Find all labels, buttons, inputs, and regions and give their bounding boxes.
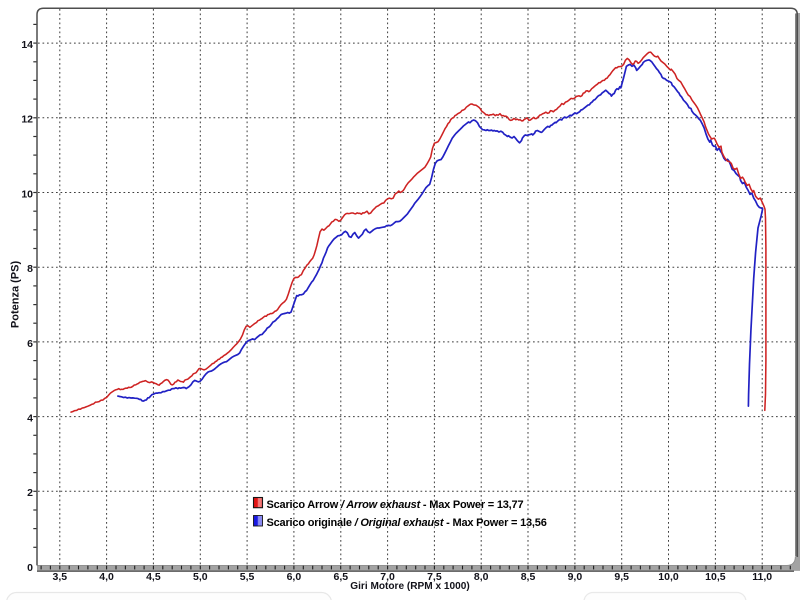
svg-text:6,5: 6,5 [333,571,348,583]
svg-text:10: 10 [21,188,33,200]
svg-text:8,5: 8,5 [521,571,536,583]
svg-text:Scarico originale / Original e: Scarico originale / Original exhaust - M… [267,517,547,529]
svg-text:4: 4 [27,413,33,425]
svg-text:6,0: 6,0 [287,571,302,583]
svg-text:10,0: 10,0 [658,571,679,583]
svg-text:12: 12 [21,114,33,126]
svg-text:5,0: 5,0 [193,571,208,583]
svg-text:10,5: 10,5 [705,571,726,583]
svg-text:7,0: 7,0 [380,571,395,583]
svg-text:4,5: 4,5 [146,571,161,583]
svg-text:Potenza (PS): Potenza (PS) [9,261,21,329]
svg-text:4,0: 4,0 [99,571,114,583]
svg-text:8,0: 8,0 [474,571,489,583]
svg-text:0: 0 [27,562,33,574]
svg-text:14: 14 [21,39,33,51]
svg-text:7,5: 7,5 [427,571,442,583]
svg-text:Scarico Arrow / Arrow exhaust: Scarico Arrow / Arrow exhaust - Max Powe… [267,499,524,511]
svg-text:9,0: 9,0 [568,571,583,583]
svg-text:6: 6 [27,338,33,350]
svg-text:3,5: 3,5 [52,571,67,583]
svg-text:9,5: 9,5 [614,571,629,583]
svg-text:2: 2 [27,487,33,499]
svg-text:Giri Motore (RPM x 1000): Giri Motore (RPM x 1000) [350,581,469,592]
svg-text:5,5: 5,5 [240,571,255,583]
svg-text:11,0: 11,0 [752,571,772,583]
svg-text:8: 8 [27,263,33,275]
